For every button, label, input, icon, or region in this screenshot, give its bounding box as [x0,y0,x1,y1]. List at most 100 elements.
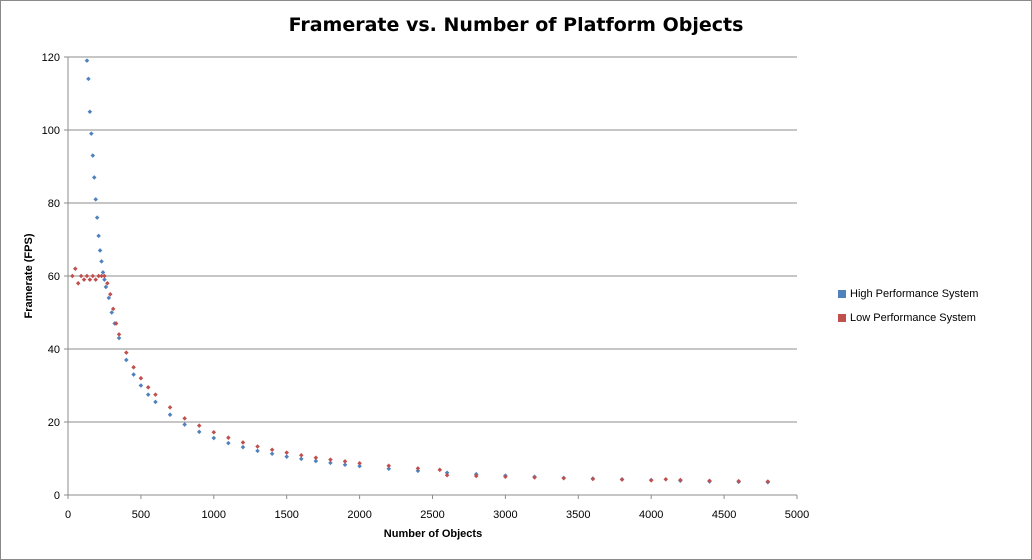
data-point [299,452,304,458]
x-tick-label: 2500 [420,509,444,521]
data-point [94,215,100,220]
data-point [89,131,94,136]
data-point [84,273,90,279]
data-point [211,429,217,435]
y-tick-label: 40 [48,344,60,356]
legend-swatch-high [838,290,846,298]
data-point [167,412,173,417]
data-point [145,385,151,390]
data-point [90,153,96,158]
data-point [678,477,683,483]
gridlines [68,56,797,423]
x-tick-label: 1500 [274,509,298,521]
data-point [78,273,84,279]
x-tick-label: 1000 [202,509,226,521]
data-point [255,448,260,454]
data-point [99,259,104,264]
data-point [255,444,260,449]
data-point [444,473,450,478]
data-point [131,364,136,370]
data-point [284,450,289,455]
data-point [116,335,122,341]
data-point [357,460,362,466]
data-point [226,435,231,440]
y-axis-title: Framerate (FPS) [23,233,35,318]
data-point [269,447,275,453]
data-point [313,455,319,461]
data-point [299,456,304,462]
data-point [86,76,91,82]
x-tick-label: 0 [65,509,71,521]
data-point [386,466,392,471]
data-point [663,477,669,482]
x-tick-label: 4500 [712,509,736,521]
data-point [105,281,110,286]
x-tick-label: 2000 [347,509,371,521]
y-tick-label: 20 [48,417,60,429]
series-low-performance [70,266,771,484]
data-point [328,460,333,466]
x-tick-label: 3500 [566,509,590,521]
y-tick-label: 60 [48,271,60,283]
data-point [84,58,90,63]
x-tick-label: 4000 [639,509,663,521]
data-point [93,197,98,202]
data-point [386,463,392,469]
data-point [87,109,93,115]
data-point [415,468,421,474]
y-tick-label: 80 [48,198,60,210]
data-point [81,277,87,282]
legend-label-high: High Performance System [850,288,979,300]
data-point [342,459,348,464]
data-point [313,458,319,464]
data-point [342,462,348,467]
data-point [444,470,450,475]
x-axis-title: Number of Objects [384,528,482,540]
data-point [736,478,741,484]
data-point [124,357,129,363]
data-point [473,473,479,479]
data-point [75,281,81,286]
legend-swatch-low [838,314,846,322]
legend-item-low: Low Performance System [838,306,978,330]
legend-label-low: Low Performance System [850,312,976,324]
legend-item-high: High Performance System [838,282,978,306]
data-point [269,451,275,457]
y-tick-label: 120 [42,52,60,64]
data-point [240,440,246,445]
axes: 0 20 40 60 80 100 120 0 500 1000 1500 2000 2500 3000 3… [42,52,810,521]
data-point [415,466,421,471]
data-point [131,372,136,377]
data-point [437,467,443,473]
data-point [328,457,333,462]
data-point [138,383,144,388]
y-tick-label: 100 [42,125,60,137]
data-point [153,392,158,397]
data-point [124,350,129,355]
data-point [196,429,202,435]
data-point [167,405,173,410]
data-point [619,477,625,482]
data-point [93,277,98,282]
data-point [145,392,151,397]
data-point [90,273,96,279]
data-point [96,233,101,239]
data-point [196,423,202,428]
data-point [765,479,771,484]
y-tick-label: 0 [54,490,60,502]
x-tick-label: 5000 [785,509,809,521]
x-tick-label: 500 [132,509,150,521]
data-points [70,58,771,485]
data-point [707,478,712,484]
data-point [561,475,566,481]
data-point [590,476,596,482]
data-point [70,273,75,279]
data-point [73,266,78,271]
series-high-performance [84,58,771,485]
data-point [182,416,187,421]
data-point [182,422,187,427]
data-point [532,475,537,480]
data-point [226,440,231,446]
data-point [91,175,97,180]
